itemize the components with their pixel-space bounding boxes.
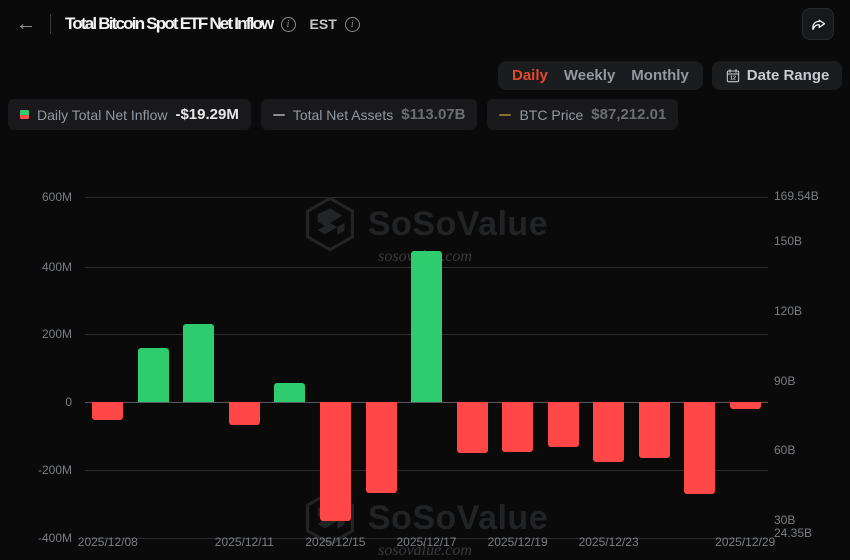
svg-text:12: 12 <box>730 75 736 81</box>
